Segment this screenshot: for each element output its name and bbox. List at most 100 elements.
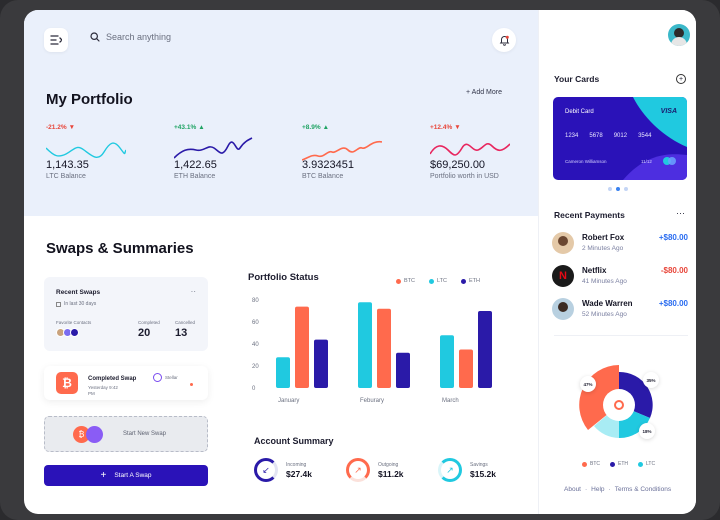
donut-center-ring (614, 400, 624, 410)
bar-eth-january[interactable] (314, 339, 328, 388)
search-input[interactable]: Search anything (106, 32, 172, 42)
notification-button[interactable] (492, 28, 516, 52)
sparkline-btc (302, 140, 382, 161)
outgoing-amount: $11.2k (378, 468, 404, 479)
payment-row[interactable]: Wade Warren 52 Minutes Ago +$80.00 (552, 298, 688, 320)
recent-swaps-card[interactable]: Recent Swaps ·· In last 30 days Favorite… (44, 277, 208, 351)
portfolio-title: My Portfolio (46, 91, 133, 108)
cancelled-count: 13 (175, 327, 188, 339)
recent-swaps-title: Recent Swaps (56, 289, 101, 296)
bar-eth-feburary[interactable] (396, 352, 410, 388)
chart-legend: BTC LTC ETH (396, 278, 480, 284)
legend-ltc[interactable]: LTC (429, 278, 447, 284)
x-tick-label: March (442, 398, 459, 404)
account-savings[interactable]: ↗ Savings $15.2k (438, 458, 496, 482)
completed-count: 20 (138, 327, 151, 339)
portfolio-panel: Search anything My Portfolio + Add More … (24, 10, 538, 216)
y-tick-label: 40 (252, 342, 259, 348)
divider (554, 335, 688, 336)
coin-usd[interactable]: +12.4% ▼ $69,250.00 Portfolio worth in US… (430, 124, 540, 180)
start-swap-button[interactable]: + Start A Swap (44, 465, 208, 486)
arrow-up-icon: ▲ (198, 124, 205, 131)
search-bar[interactable]: Search anything (90, 32, 171, 42)
more-icon[interactable]: ··· (676, 208, 685, 218)
donut-legend-item: LTC (638, 461, 655, 467)
legend-eth[interactable]: ETH (460, 278, 480, 284)
account-incoming[interactable]: ↙ Incoming $27.4k (254, 458, 312, 482)
avatar (552, 232, 574, 254)
about-link[interactable]: About (564, 486, 581, 493)
your-cards-title: Your Cards (554, 74, 600, 84)
bar-btc-january[interactable] (295, 306, 309, 388)
separator: · (585, 486, 588, 493)
bitcoin-icon: ₿ (73, 426, 90, 443)
start-new-swap-dropzone[interactable]: ₿ Start New Swap (44, 416, 208, 452)
x-tick-label: Feburary (360, 398, 384, 404)
bar-ltc-feburary[interactable] (358, 302, 372, 388)
more-icon[interactable]: ·· (190, 287, 196, 296)
coin-btc[interactable]: +8.9% ▲ 3.9323451 BTC Balance (302, 124, 412, 180)
sparkline-ltc (46, 142, 126, 159)
account-outgoing[interactable]: ↗ Outgoing $11.2k (346, 458, 404, 482)
card-pagination[interactable] (608, 187, 628, 191)
payment-amount: +$80.00 (658, 233, 688, 242)
add-contact-icon[interactable] (70, 328, 79, 337)
card-name: Debit Card (565, 109, 594, 115)
account-summary-title: Account Summary (254, 436, 334, 446)
legend-btc[interactable]: BTC (396, 278, 415, 284)
search-icon (90, 32, 100, 42)
swaps-title: Swaps & Summaries (46, 240, 194, 257)
add-more-button[interactable]: + Add More (466, 89, 502, 96)
completed-swap-card[interactable]: ₿ Completed Swap Yesterday 9:42 PM Stell… (44, 366, 208, 400)
dashboard-screen: Search anything My Portfolio + Add More … (24, 10, 696, 514)
payment-row[interactable]: N Netflix 41 Minutes Ago -$80.00 (552, 265, 688, 287)
completed-label: Completed (138, 320, 160, 325)
arrow-down-icon: ▼ (454, 124, 461, 131)
payment-row[interactable]: Robert Fox 2 Minutes Ago +$80.00 (552, 232, 688, 254)
change-badge: +12.4% ▼ (430, 124, 461, 131)
bar-btc-march[interactable] (459, 349, 473, 389)
page-dot[interactable] (608, 187, 612, 191)
payment-time: 2 Minutes Ago (582, 245, 624, 252)
favorite-contacts[interactable] (56, 328, 79, 337)
portfolio-status-chart: 80 60 40 20 0 January Feburary March (252, 298, 492, 404)
bar-btc-feburary[interactable] (377, 308, 391, 388)
page-dot[interactable] (616, 187, 620, 191)
coin-ltc[interactable]: -21.2% ▼ 1,143.35 LTC Balance (46, 124, 156, 180)
plus-icon: + (100, 470, 107, 481)
bar-ltc-january[interactable] (276, 357, 290, 388)
coin-eth[interactable]: +43.1% ▲ 1,422.65 ETH Balance (174, 124, 284, 180)
coin-value: 1,143.35 (46, 159, 89, 171)
start-new-swap-label: Start New Swap (123, 431, 167, 437)
donut-label-btc: 47% (580, 376, 596, 392)
help-link[interactable]: Help (591, 486, 605, 493)
coin-label: LTC Balance (46, 173, 86, 180)
visa-logo: VISA (660, 108, 677, 115)
donut-label-ltc: 18% (639, 423, 655, 439)
coin-value: $69,250.00 (430, 159, 486, 171)
bar-ltc-march[interactable] (440, 335, 454, 388)
arrow-up-right-icon: ↗ (354, 464, 362, 475)
cancelled-label: Cancelled (175, 320, 196, 325)
page-dot[interactable] (624, 187, 628, 191)
terms-link[interactable]: Terms & Conditions (614, 486, 672, 493)
payment-name: Netflix (582, 266, 607, 275)
menu-icon (50, 35, 62, 45)
add-card-button[interactable]: + (676, 74, 686, 84)
sparkline-eth (174, 137, 253, 159)
coin-label: Portfolio worth in USD (430, 173, 499, 180)
bitcoin-icon: ₿ (56, 372, 78, 394)
y-tick-label: 80 (252, 298, 259, 304)
payment-name: Robert Fox (582, 233, 625, 242)
incoming-ring: ↙ (254, 458, 278, 482)
bar-eth-march[interactable] (478, 311, 492, 388)
debit-card[interactable]: Debit Card VISA 1234 5678 9012 3544 Cameron… (553, 97, 687, 180)
separator: · (608, 486, 611, 493)
avatar[interactable] (668, 24, 690, 46)
arrow-up-icon: ▲ (322, 124, 330, 131)
calendar-icon (56, 301, 61, 307)
status-dot (190, 383, 193, 386)
menu-button[interactable] (44, 28, 68, 52)
change-badge: +43.1% ▲ (174, 124, 205, 131)
completed-swap-time: Yesterday 9:42 (88, 385, 118, 390)
